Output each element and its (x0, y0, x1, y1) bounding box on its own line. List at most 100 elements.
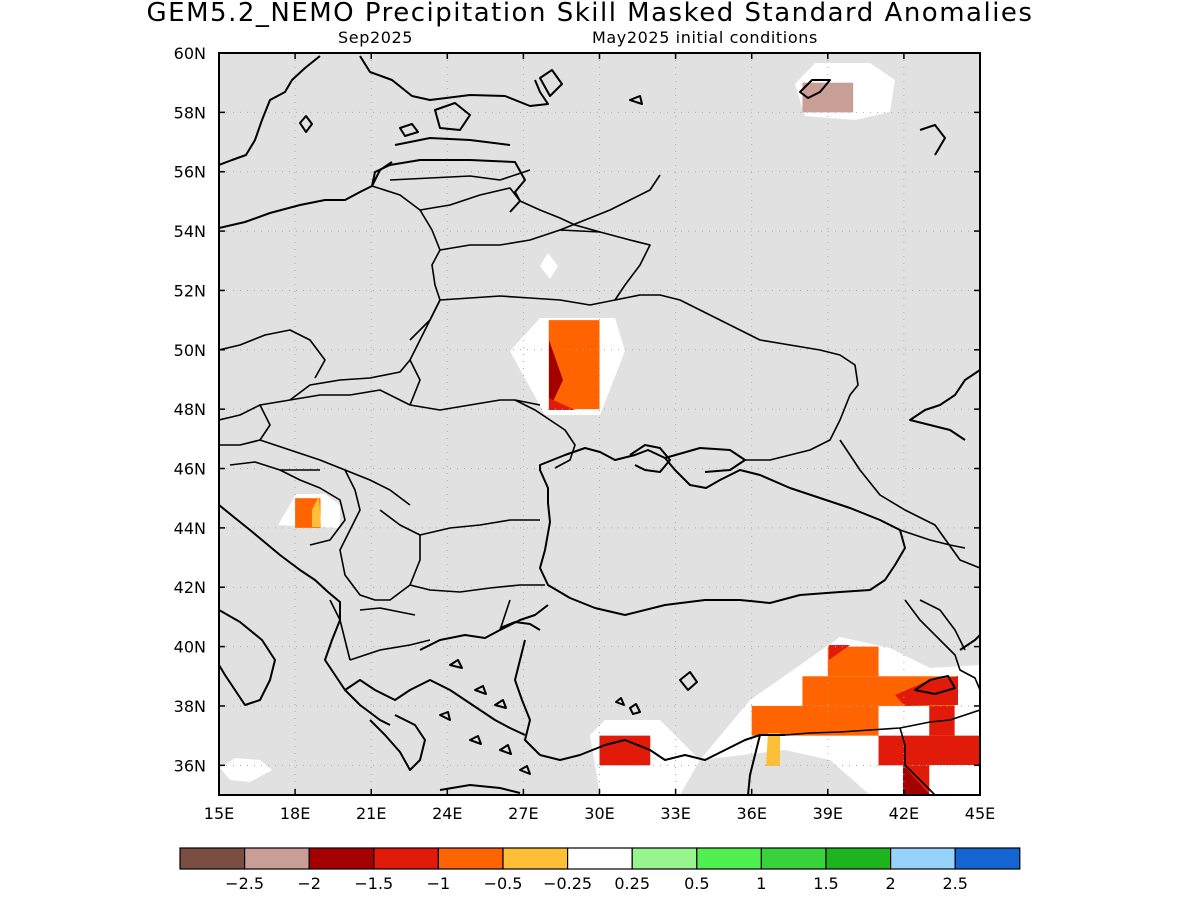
border-austria (219, 404, 271, 446)
colorbar-swatch (179, 847, 246, 870)
latitude-label: 58N (174, 103, 206, 122)
weak-negative-syria (766, 733, 780, 766)
border-romania (409, 399, 541, 411)
island-small-1 (629, 703, 641, 715)
islands-aegean-5 (499, 744, 512, 755)
longitude-label: 39E (813, 804, 843, 823)
latitude-label: 38N (174, 697, 206, 716)
valid-month-label: Sep2025 (338, 28, 414, 47)
colorbar-label: 0.5 (684, 874, 709, 893)
border-croatia (229, 461, 320, 471)
latitude-label: 56N (174, 163, 206, 182)
latitude-label: 46N (174, 460, 206, 479)
colorbar-label: 1 (756, 874, 766, 893)
islands-aegean-2 (474, 685, 487, 695)
longitude-label: 36E (736, 804, 766, 823)
coast-peloponnese (369, 714, 426, 771)
colorbar-label: 0.25 (614, 874, 650, 893)
border-baltic-states (419, 187, 521, 211)
coast-aegean-north (419, 604, 549, 651)
coast-adriatic-east (219, 504, 391, 726)
colorbar-swatch (954, 847, 1021, 870)
island-gotland (299, 115, 313, 133)
latitude-labels: 36N 38N 40N 42N 44N 46N 48N 50N 52N 54N 56N 58N 60N (174, 44, 206, 775)
coast-sweden-east (219, 55, 321, 166)
border-macedonia (359, 607, 416, 616)
coast-sea-marmara (499, 621, 541, 631)
latitude-label: 50N (174, 341, 206, 360)
coast-italy (219, 609, 276, 706)
border-syria-north (784, 709, 980, 736)
colorbar-label: −1 (427, 874, 451, 893)
neutral-area-belarus (540, 253, 558, 279)
coast-caspian-south (959, 634, 980, 651)
border-russia-latvia (499, 169, 531, 181)
latitude-label: 42N (174, 578, 206, 597)
coast-estonia (394, 137, 511, 146)
border-greece-turkey (499, 599, 511, 631)
border-bulgaria (409, 535, 545, 593)
border-caucasus (839, 439, 980, 569)
border-greece-north (349, 639, 431, 661)
islands-aegean-4 (469, 735, 482, 745)
colorbar-swatch (502, 847, 569, 870)
strong-negative-ukraine (549, 340, 563, 410)
border-ukraine-north (614, 294, 859, 461)
coast-white-sea-lake (629, 95, 643, 105)
coast-baltic-south (219, 159, 526, 229)
border-georgia (899, 529, 966, 549)
latitude-label: 54N (174, 222, 206, 241)
coastlines (219, 55, 980, 795)
coast-caspian-north-feature (799, 79, 831, 99)
colorbar-label: −0.5 (484, 874, 523, 893)
anomaly-cell (878, 735, 980, 766)
border-russia-belarus-north (559, 174, 661, 231)
colorbar-swatch (566, 847, 633, 870)
island-small-2 (615, 697, 625, 706)
lake-van (914, 675, 956, 695)
anomaly-shading-detail (312, 340, 980, 795)
colorbar-boxes (179, 847, 1021, 870)
longitude-label: 30E (584, 804, 614, 823)
coast-sea-of-azov (664, 447, 746, 473)
coast-volga-mouth (919, 124, 946, 156)
border-slovakia (289, 359, 411, 401)
colorbar-swatch (437, 847, 504, 870)
latitude-label: 52N (174, 281, 206, 300)
latitude-label: 36N (174, 756, 206, 775)
longitude-label: 21E (356, 804, 386, 823)
colorbar-swatch (308, 847, 375, 870)
coast-gulf-riga (371, 161, 393, 187)
strong-negative-iraq (903, 765, 930, 795)
colorbar-swatch (244, 847, 310, 870)
colorbar-legend: −2.5 −2 −1.5 −1 −0.5 −0.25 0.25 0.5 1 1.5 2 2.5 (179, 847, 1021, 893)
colorbar-swatch (825, 847, 892, 870)
border-moldova (514, 399, 576, 469)
colorbar-label: 2 (886, 874, 896, 893)
border-iraq (899, 727, 936, 795)
colorbar-label: −1.5 (354, 874, 393, 893)
colorbar-swatch (889, 847, 956, 870)
neutral-area-sea (220, 758, 272, 782)
island-cyprus (679, 671, 698, 691)
latitude-label: 60N (174, 44, 206, 63)
island-saaremaa (399, 123, 419, 137)
border-turkey-east (904, 599, 980, 691)
coast-lake-ladoga (434, 102, 471, 131)
longitude-label: 42E (889, 804, 919, 823)
coast-lake-onega (539, 69, 563, 97)
colorbar-labels: −2.5 −2 −1.5 −1 −0.5 −0.25 0.25 0.5 1 1.5 2 2.5 (225, 874, 968, 893)
latitude-label: 44N (174, 519, 206, 538)
initial-conditions-label: May2025 initial conditions (592, 28, 818, 47)
border-russia-west (519, 200, 601, 233)
border-bosnia (279, 469, 346, 546)
longitude-label: 27E (508, 804, 538, 823)
map-title: GEM5.2_NEMO Precipitation Skill Masked S… (146, 0, 1034, 28)
moderate-negative-east-turkey (895, 676, 958, 706)
border-armenia (919, 599, 966, 651)
longitude-label: 18E (280, 804, 310, 823)
colorbar-swatch (373, 847, 439, 870)
longitude-label: 24E (432, 804, 462, 823)
colorbar-label: 2.5 (942, 874, 967, 893)
